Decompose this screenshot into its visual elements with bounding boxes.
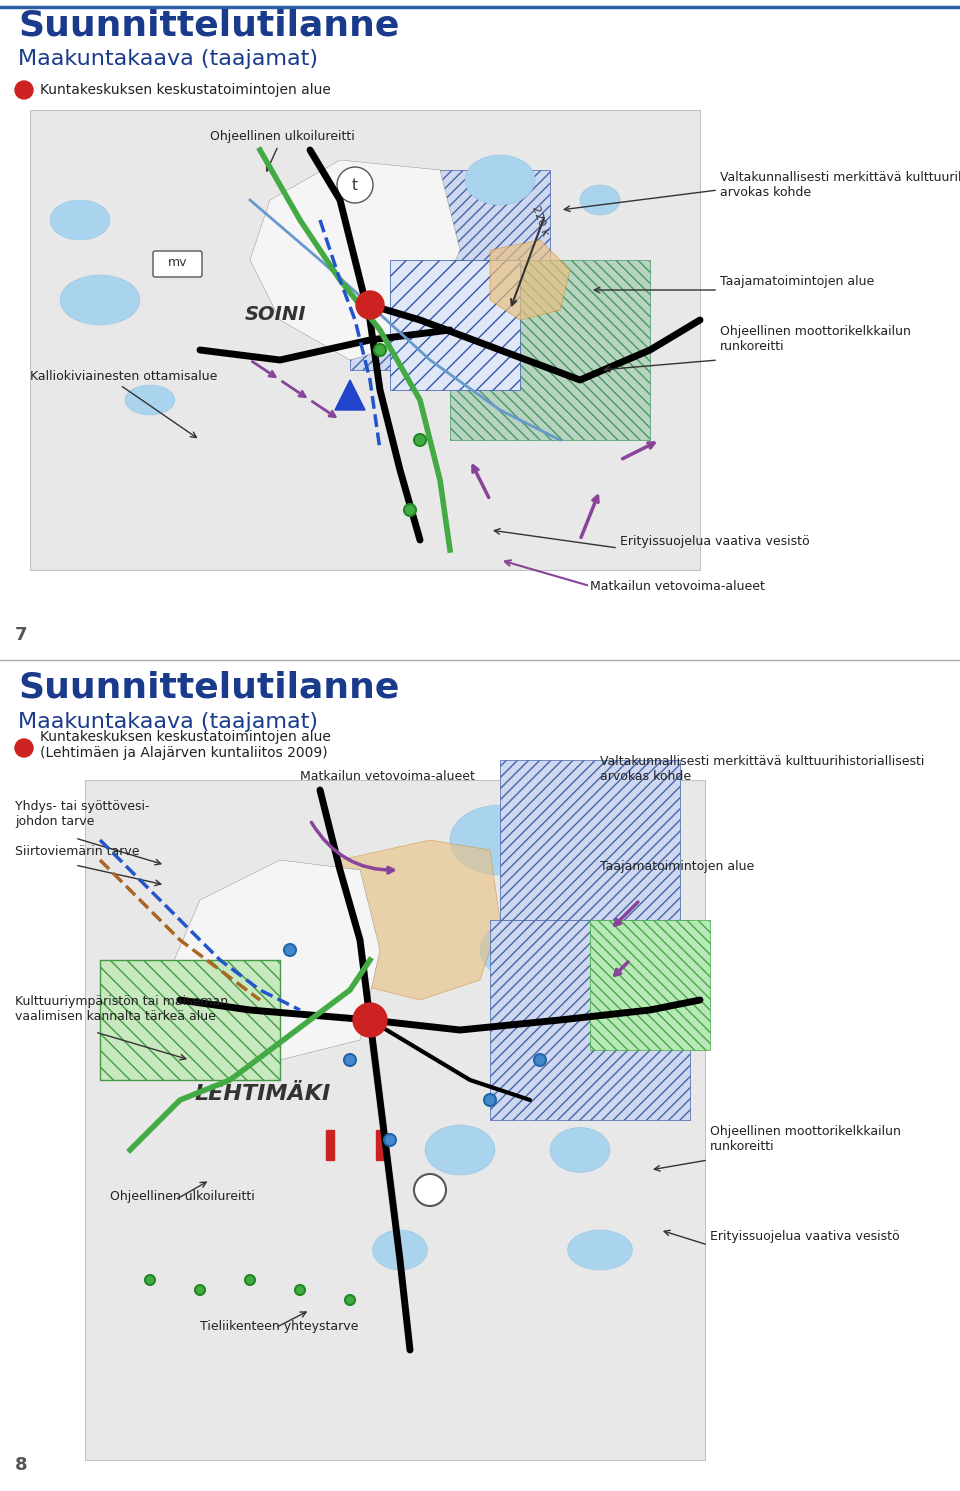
Text: LEHTIMÄKI: LEHTIMÄKI <box>195 1084 331 1103</box>
Text: Taajamatoimintojen alue: Taajamatoimintojen alue <box>720 274 875 288</box>
Polygon shape <box>250 160 460 359</box>
Text: Ohjeellinen moottorikelkkailun
runkoreitti: Ohjeellinen moottorikelkkailun runkoreit… <box>720 325 911 353</box>
Text: Maakuntakaava (taajamat): Maakuntakaava (taajamat) <box>18 713 318 732</box>
Text: Ohjeellinen moottorikelkkailun
runkoreitti: Ohjeellinen moottorikelkkailun runkoreit… <box>710 1126 900 1153</box>
Ellipse shape <box>550 332 610 367</box>
Circle shape <box>404 504 416 516</box>
Text: Maakuntakaava (taajamat): Maakuntakaava (taajamat) <box>18 49 318 69</box>
Text: Kuntakeskuksen keskustatoimintojen alue: Kuntakeskuksen keskustatoimintojen alue <box>40 83 331 97</box>
Ellipse shape <box>567 1230 633 1270</box>
Ellipse shape <box>495 259 545 300</box>
Text: Ohjeellinen ulkoilureitti: Ohjeellinen ulkoilureitti <box>110 1190 254 1203</box>
Bar <box>490 920 690 1120</box>
Circle shape <box>284 944 296 956</box>
Polygon shape <box>335 380 365 410</box>
Ellipse shape <box>60 274 140 325</box>
Circle shape <box>414 434 426 446</box>
Circle shape <box>245 1275 255 1285</box>
Bar <box>376 1130 384 1160</box>
Text: 220 k: 220 k <box>530 204 550 237</box>
Bar <box>326 1130 334 1160</box>
Circle shape <box>145 1275 155 1285</box>
Circle shape <box>534 1054 546 1066</box>
Circle shape <box>15 81 33 98</box>
Text: Tieliikenteen yhteystarve: Tieliikenteen yhteystarve <box>200 1320 358 1333</box>
Circle shape <box>353 1003 387 1038</box>
Text: Matkailun vetovoima-alueet: Matkailun vetovoima-alueet <box>590 580 765 593</box>
Ellipse shape <box>372 1230 427 1270</box>
Text: Suunnittelutilanne: Suunnittelutilanne <box>18 7 399 42</box>
Ellipse shape <box>515 1023 605 1078</box>
Text: Ohjeellinen ulkoilureitti: Ohjeellinen ulkoilureitti <box>210 130 355 171</box>
Text: Suunnittelutilanne: Suunnittelutilanne <box>18 671 399 705</box>
Bar <box>100 960 280 1079</box>
Text: z: z <box>426 1182 434 1197</box>
Bar <box>590 920 710 1050</box>
Polygon shape <box>170 860 380 1060</box>
Text: Taajamatoimintojen alue: Taajamatoimintojen alue <box>600 860 755 874</box>
FancyBboxPatch shape <box>153 250 202 277</box>
Circle shape <box>384 1135 396 1147</box>
Text: Kulttuuriympäristön tai maiseman
vaalimisen kannalta tärkeä alue: Kulttuuriympäristön tai maiseman vaalimi… <box>15 994 228 1023</box>
Circle shape <box>337 167 373 203</box>
Text: Valtakunnallisesti merkittävä kulttuurihistoriallisesti
arvokas kohde: Valtakunnallisesti merkittävä kulttuurih… <box>720 171 960 198</box>
Bar <box>500 760 680 920</box>
Circle shape <box>195 1285 205 1296</box>
Ellipse shape <box>465 155 535 204</box>
Ellipse shape <box>580 185 620 215</box>
Text: Matkailun vetovoima-alueet: Matkailun vetovoima-alueet <box>300 769 475 783</box>
Text: Kuntakeskuksen keskustatoimintojen alue
(Lehtimäen ja Alajärven kuntaliitos 2009: Kuntakeskuksen keskustatoimintojen alue … <box>40 731 331 760</box>
Text: t: t <box>352 177 358 192</box>
Circle shape <box>295 1285 305 1296</box>
Ellipse shape <box>550 1127 610 1172</box>
Circle shape <box>484 1094 496 1106</box>
Text: Valtakunnallisesti merkittävä kulttuurihistoriallisesti
arvokas kohde: Valtakunnallisesti merkittävä kulttuurih… <box>600 754 924 783</box>
Circle shape <box>356 291 384 319</box>
Text: c: c <box>21 743 27 753</box>
Text: mv: mv <box>168 256 188 270</box>
Ellipse shape <box>50 200 110 240</box>
Circle shape <box>344 1054 356 1066</box>
Circle shape <box>345 1296 355 1305</box>
Text: 7: 7 <box>15 626 28 644</box>
Polygon shape <box>490 240 570 321</box>
FancyBboxPatch shape <box>30 110 700 570</box>
FancyBboxPatch shape <box>85 780 705 1460</box>
Circle shape <box>15 740 33 757</box>
Circle shape <box>414 1173 446 1206</box>
Text: c: c <box>367 298 373 312</box>
Polygon shape <box>300 839 500 1000</box>
Text: Erityissuojelua vaativa vesistö: Erityissuojelua vaativa vesistö <box>710 1230 900 1243</box>
Text: c: c <box>21 85 27 95</box>
Text: 8: 8 <box>15 1457 28 1475</box>
Bar <box>450 259 650 440</box>
Text: Yhdys- tai syöttövesi-
johdon tarve: Yhdys- tai syöttövesi- johdon tarve <box>15 801 150 828</box>
Ellipse shape <box>125 385 175 414</box>
Bar <box>350 170 550 370</box>
Bar <box>390 259 520 391</box>
Ellipse shape <box>480 920 560 980</box>
Text: SOINI: SOINI <box>245 306 306 324</box>
Text: c: c <box>366 1012 374 1027</box>
Text: Siirtoviemärin tarve: Siirtoviemärin tarve <box>15 845 139 857</box>
Circle shape <box>374 344 386 356</box>
Text: Erityissuojelua vaativa vesistö: Erityissuojelua vaativa vesistö <box>620 535 809 549</box>
Ellipse shape <box>450 805 550 875</box>
Text: Kalliokiviainesten ottamisalue: Kalliokiviainesten ottamisalue <box>30 370 217 383</box>
Ellipse shape <box>425 1126 495 1175</box>
